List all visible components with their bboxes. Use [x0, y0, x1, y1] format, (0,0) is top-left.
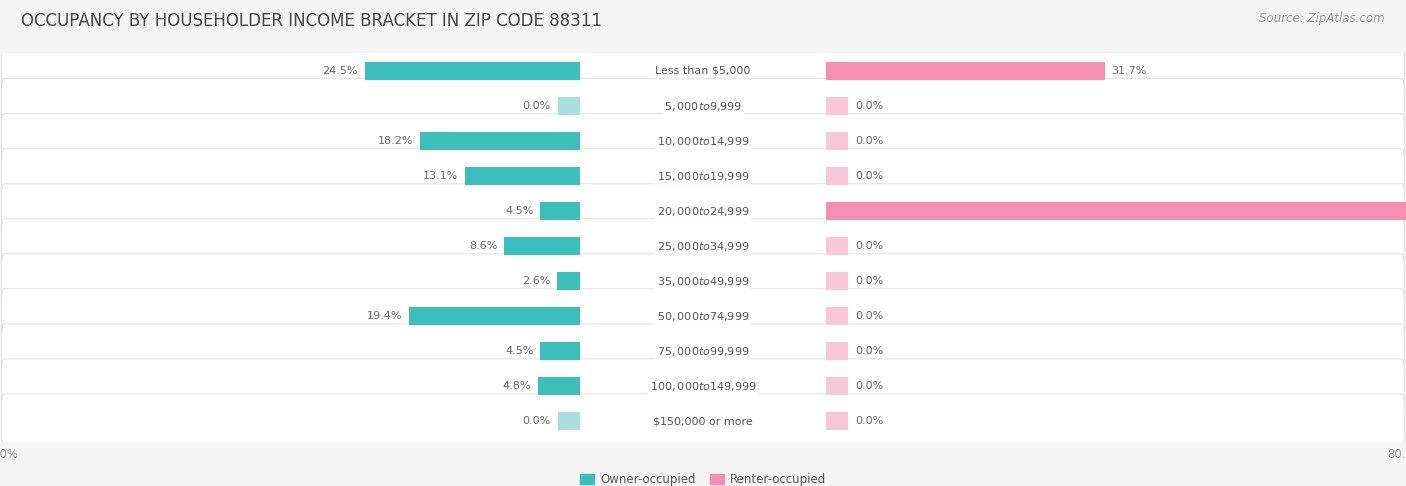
- Text: 0.0%: 0.0%: [855, 241, 883, 251]
- Text: $50,000 to $74,999: $50,000 to $74,999: [657, 310, 749, 323]
- FancyBboxPatch shape: [1, 219, 1405, 274]
- FancyBboxPatch shape: [1, 149, 1405, 203]
- Text: 0.0%: 0.0%: [523, 416, 551, 426]
- Text: $150,000 or more: $150,000 or more: [654, 416, 752, 426]
- Text: $100,000 to $149,999: $100,000 to $149,999: [650, 380, 756, 393]
- FancyBboxPatch shape: [1, 184, 1405, 239]
- Bar: [827, 97, 848, 115]
- FancyBboxPatch shape: [1, 44, 1405, 98]
- Bar: [827, 377, 848, 395]
- Text: 4.5%: 4.5%: [505, 346, 533, 356]
- Text: 0.0%: 0.0%: [855, 346, 883, 356]
- Bar: [827, 272, 848, 290]
- Text: 0.0%: 0.0%: [855, 381, 883, 391]
- Text: $5,000 to $9,999: $5,000 to $9,999: [664, 100, 742, 112]
- Bar: [558, 97, 581, 115]
- Bar: [558, 412, 581, 430]
- Text: 18.2%: 18.2%: [378, 136, 413, 146]
- Bar: [827, 202, 848, 220]
- Bar: [827, 307, 848, 325]
- Text: $35,000 to $49,999: $35,000 to $49,999: [657, 275, 749, 288]
- Text: 4.8%: 4.8%: [502, 381, 531, 391]
- Text: 0.0%: 0.0%: [523, 101, 551, 111]
- Bar: [827, 62, 848, 80]
- Text: 31.7%: 31.7%: [1112, 66, 1147, 76]
- Text: 0.0%: 0.0%: [855, 276, 883, 286]
- FancyBboxPatch shape: [1, 359, 1405, 414]
- Bar: [540, 342, 581, 360]
- Bar: [827, 132, 848, 150]
- FancyBboxPatch shape: [1, 289, 1405, 344]
- Text: $10,000 to $14,999: $10,000 to $14,999: [657, 135, 749, 148]
- Bar: [465, 167, 581, 185]
- Bar: [827, 342, 848, 360]
- Text: Less than $5,000: Less than $5,000: [655, 66, 751, 76]
- Bar: [827, 412, 848, 430]
- Text: 4.5%: 4.5%: [505, 206, 533, 216]
- Bar: [558, 342, 581, 360]
- Text: $20,000 to $24,999: $20,000 to $24,999: [657, 205, 749, 218]
- Bar: [558, 167, 581, 185]
- Text: 0.0%: 0.0%: [855, 136, 883, 146]
- Bar: [558, 272, 581, 290]
- Bar: [827, 202, 1406, 220]
- Bar: [558, 377, 581, 395]
- Text: Source: ZipAtlas.com: Source: ZipAtlas.com: [1260, 12, 1385, 25]
- Text: 13.1%: 13.1%: [423, 171, 458, 181]
- FancyBboxPatch shape: [1, 254, 1405, 309]
- Text: $15,000 to $19,999: $15,000 to $19,999: [657, 170, 749, 183]
- Text: $25,000 to $34,999: $25,000 to $34,999: [657, 240, 749, 253]
- Bar: [827, 62, 1105, 80]
- Bar: [558, 237, 581, 255]
- FancyBboxPatch shape: [1, 79, 1405, 133]
- Bar: [540, 202, 581, 220]
- Bar: [827, 237, 848, 255]
- Bar: [558, 202, 581, 220]
- Bar: [409, 307, 581, 325]
- FancyBboxPatch shape: [1, 394, 1405, 449]
- Text: 8.6%: 8.6%: [470, 241, 498, 251]
- Text: 0.0%: 0.0%: [855, 311, 883, 321]
- Bar: [557, 272, 581, 290]
- Text: 24.5%: 24.5%: [322, 66, 357, 76]
- FancyBboxPatch shape: [1, 114, 1405, 168]
- Bar: [420, 132, 581, 150]
- Bar: [558, 132, 581, 150]
- Text: 0.0%: 0.0%: [855, 171, 883, 181]
- Bar: [558, 307, 581, 325]
- Text: 0.0%: 0.0%: [855, 416, 883, 426]
- Legend: Owner-occupied, Renter-occupied: Owner-occupied, Renter-occupied: [575, 469, 831, 486]
- Text: OCCUPANCY BY HOUSEHOLDER INCOME BRACKET IN ZIP CODE 88311: OCCUPANCY BY HOUSEHOLDER INCOME BRACKET …: [21, 12, 602, 30]
- Bar: [827, 167, 848, 185]
- Text: 19.4%: 19.4%: [367, 311, 402, 321]
- Bar: [558, 62, 581, 80]
- Bar: [538, 377, 581, 395]
- Text: 0.0%: 0.0%: [855, 101, 883, 111]
- Bar: [364, 62, 581, 80]
- Bar: [505, 237, 581, 255]
- FancyBboxPatch shape: [1, 324, 1405, 379]
- Text: $75,000 to $99,999: $75,000 to $99,999: [657, 345, 749, 358]
- Text: 2.6%: 2.6%: [522, 276, 550, 286]
